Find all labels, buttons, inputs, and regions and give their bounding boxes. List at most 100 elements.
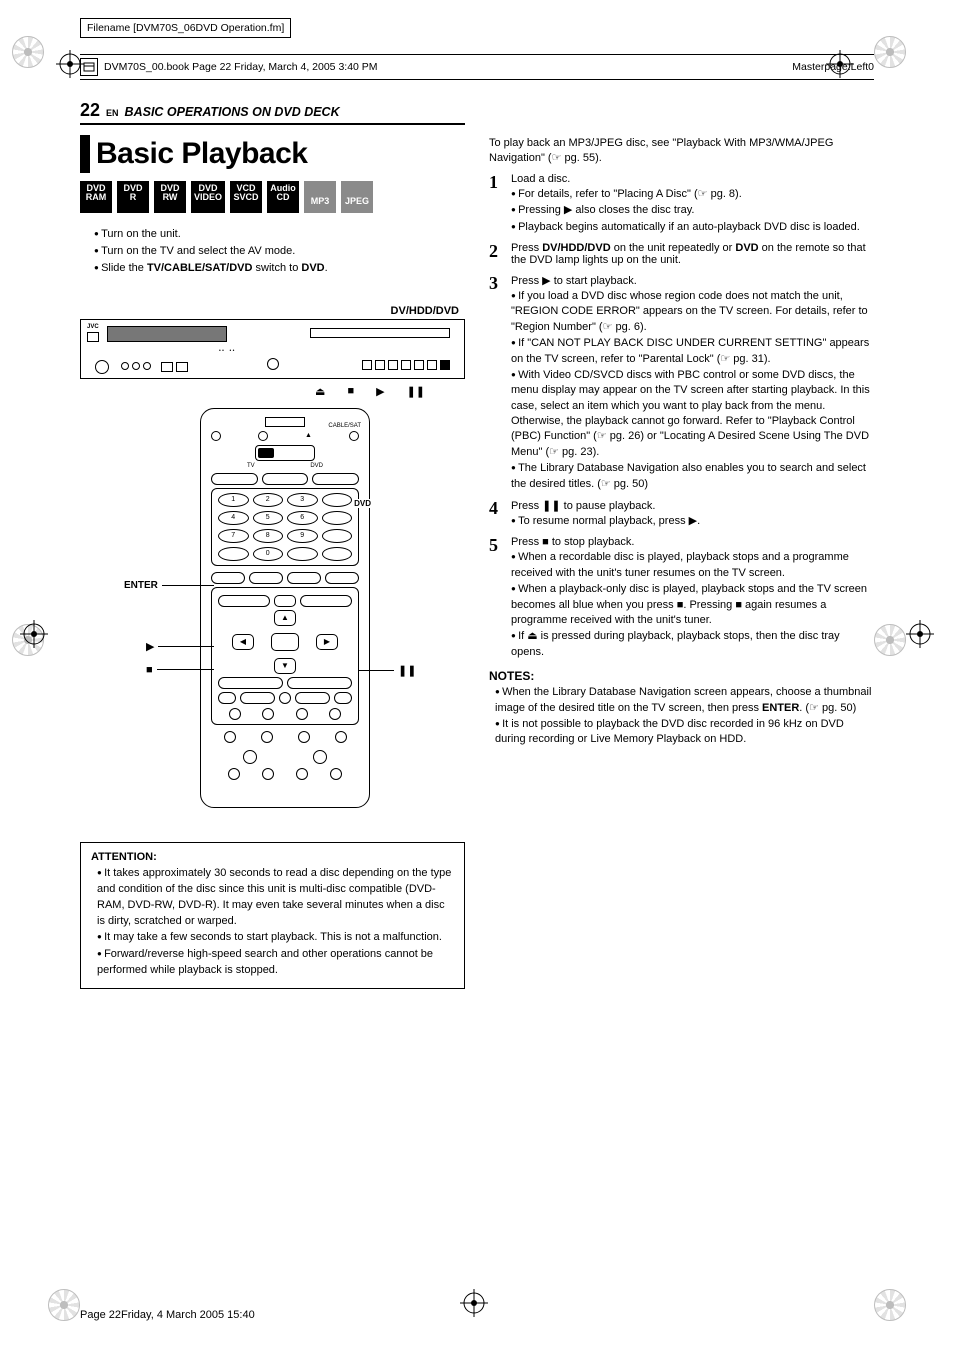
- callout-enter-label: ENTER: [124, 580, 158, 591]
- callout-pause: ❚❚: [358, 664, 408, 677]
- play-icon: ▶: [146, 640, 154, 653]
- list-item: If ⏏ is pressed during playback, playbac…: [511, 629, 874, 660]
- format-badge: JPEG: [341, 181, 373, 213]
- reg-circle: [12, 624, 44, 656]
- format-badge: AudioCD: [267, 181, 299, 213]
- step-body: Load a disc. For details, refer to "Placi…: [511, 173, 874, 236]
- step-lead: Load a disc.: [511, 173, 874, 185]
- eject-icon: ⏏: [315, 385, 325, 398]
- step: 3 Press ▶ to start playback. If you load a…: [489, 274, 874, 493]
- book-icon: [80, 58, 98, 76]
- deck-control-icons: ⏏ ■ ▶ ❚❚: [80, 385, 465, 398]
- play-icon: ▶: [376, 385, 384, 398]
- crop-mark: [460, 1289, 488, 1317]
- step-body: Press ■ to stop playback. When a recordab…: [511, 536, 874, 661]
- list-item: When a recordable disc is played, playba…: [511, 550, 874, 581]
- list-item: It may take a few seconds to start playb…: [97, 930, 454, 946]
- attention-box: ATTENTION: It takes approximately 30 sec…: [80, 842, 465, 990]
- manual-page: Filename [DVM70S_06DVD Operation.fm] DVM…: [0, 0, 954, 1351]
- stop-icon: ■: [347, 385, 354, 398]
- list-item: The Library Database Navigation also ena…: [511, 461, 874, 492]
- crop-mark: [906, 620, 934, 648]
- remote-dvd-label: DVD: [310, 463, 323, 469]
- list-item: Turn on the TV and select the AV mode.: [94, 244, 465, 260]
- step-lead: Press ❚❚ to pause playback.: [511, 499, 874, 512]
- step-number: 1: [489, 173, 505, 236]
- list-item: If "CAN NOT PLAY BACK DISC UNDER CURRENT…: [511, 336, 874, 367]
- step-body: Press DV/HDD/DVD on the unit repeatedly …: [511, 242, 874, 268]
- callout-enter: ENTER: [124, 580, 214, 591]
- list-item: If you load a DVD disc whose region code…: [511, 289, 874, 335]
- filename-label: Filename [DVM70S_06DVD Operation.fm]: [80, 18, 291, 38]
- page-lang: EN: [106, 108, 119, 118]
- step-body: Press ▶ to start playback. If you load a …: [511, 274, 874, 493]
- remote-diagram-wrap: CABLE/SAT ▲ TV DVD DVD 123 456 789: [80, 408, 465, 828]
- remote-mode-switch: [255, 445, 315, 461]
- pause-icon: ❚❚: [407, 385, 425, 398]
- step-lead: Press ■ to stop playback.: [511, 536, 874, 548]
- list-item: For details, refer to "Placing A Disc" (…: [511, 187, 874, 202]
- device-label: DV/HDD/DVD: [80, 305, 459, 317]
- list-item: Forward/reverse high-speed search and ot…: [97, 947, 454, 979]
- step-body: Press ❚❚ to pause playback. To resume nor…: [511, 499, 874, 530]
- format-badge: DVDRW: [154, 181, 186, 213]
- format-badge: MP3: [304, 181, 336, 213]
- step-sublist: If you load a DVD disc whose region code…: [511, 289, 874, 492]
- step-sublist: When a recordable disc is played, playba…: [511, 550, 874, 660]
- step-lead: Press DV/HDD/DVD on the unit repeatedly …: [511, 242, 874, 266]
- callout-play: ▶: [146, 640, 214, 653]
- step-number: 3: [489, 274, 505, 493]
- format-badge: DVDR: [117, 181, 149, 213]
- step: 1 Load a disc. For details, refer to "Plac…: [489, 173, 874, 236]
- book-header-line: DVM70S_00.book Page 22 Friday, March 4, …: [80, 54, 874, 80]
- list-item: Turn on the unit.: [94, 227, 465, 243]
- list-item: Slide the TV/CABLE/SAT/DVD switch to DVD…: [94, 261, 465, 277]
- preparation-list: Turn on the unit.Turn on the TV and sele…: [88, 227, 465, 277]
- book-line-text: DVM70S_00.book Page 22 Friday, March 4, …: [104, 61, 378, 73]
- step-number: 4: [489, 499, 505, 530]
- step-lead: Press ▶ to start playback.: [511, 274, 874, 287]
- reg-circle: [874, 1289, 906, 1321]
- reg-circle: [874, 36, 906, 68]
- list-item: With Video CD/SVCD discs with PBC contro…: [511, 368, 874, 460]
- right-column: To play back an MP3/JPEG disc, see "Play…: [489, 100, 874, 989]
- list-item: To resume normal playback, press ▶.: [511, 514, 874, 529]
- remote-dvd-section-label: DVD: [352, 499, 373, 508]
- footer-text: Page 22Friday, 4 March 2005 15:40: [80, 1309, 255, 1321]
- format-badge-row: DVDRAMDVDRDVDRWDVDVIDEOVCDSVCDAudioCDMP3…: [80, 181, 465, 213]
- remote-tv-label: TV: [247, 463, 255, 469]
- callout-stop: ■: [146, 664, 214, 676]
- notes-heading: NOTES:: [489, 669, 874, 683]
- list-item: It is not possible to playback the DVD d…: [495, 717, 874, 748]
- format-badge: DVDVIDEO: [191, 181, 225, 213]
- intro-text: To play back an MP3/JPEG disc, see "Play…: [489, 136, 874, 167]
- page-number: 22: [80, 100, 100, 121]
- list-item: Playback begins automatically if an auto…: [511, 220, 874, 235]
- step: 5 Press ■ to stop playback. When a recorda…: [489, 536, 874, 661]
- left-column: 22 EN BASIC OPERATIONS ON DVD DECK Basic…: [80, 100, 465, 989]
- accent-bar: [80, 135, 90, 173]
- section-header: 22 EN BASIC OPERATIONS ON DVD DECK: [80, 100, 465, 125]
- reg-circle: [48, 1289, 80, 1321]
- dvd-deck-diagram: JVC • • • •: [80, 319, 465, 379]
- format-badge: DVDRAM: [80, 181, 112, 213]
- remote-cablesat-label: CABLE/SAT: [328, 423, 361, 429]
- list-item: When a playback-only disc is played, pla…: [511, 582, 874, 628]
- notes-list: When the Library Database Navigation scr…: [489, 685, 874, 748]
- list-item: When the Library Database Navigation scr…: [495, 685, 874, 716]
- step-sublist: For details, refer to "Placing A Disc" (…: [511, 187, 874, 235]
- list-item: It takes approximately 30 seconds to rea…: [97, 866, 454, 930]
- format-badge: VCDSVCD: [230, 181, 262, 213]
- attention-list: It takes approximately 30 seconds to rea…: [91, 866, 454, 980]
- list-item: Pressing ▶ also closes the disc tray.: [511, 203, 874, 218]
- masterpage-label: Masterpage:Left0: [792, 61, 874, 73]
- title-row: Basic Playback: [80, 135, 465, 173]
- main-title: Basic Playback: [96, 135, 307, 173]
- reg-circle: [12, 36, 44, 68]
- step-number: 5: [489, 536, 505, 661]
- section-title: BASIC OPERATIONS ON DVD DECK: [125, 105, 340, 119]
- step-number: 2: [489, 242, 505, 268]
- reg-circle: [874, 624, 906, 656]
- remote-diagram: CABLE/SAT ▲ TV DVD DVD 123 456 789: [200, 408, 370, 808]
- stop-icon: ■: [146, 664, 153, 676]
